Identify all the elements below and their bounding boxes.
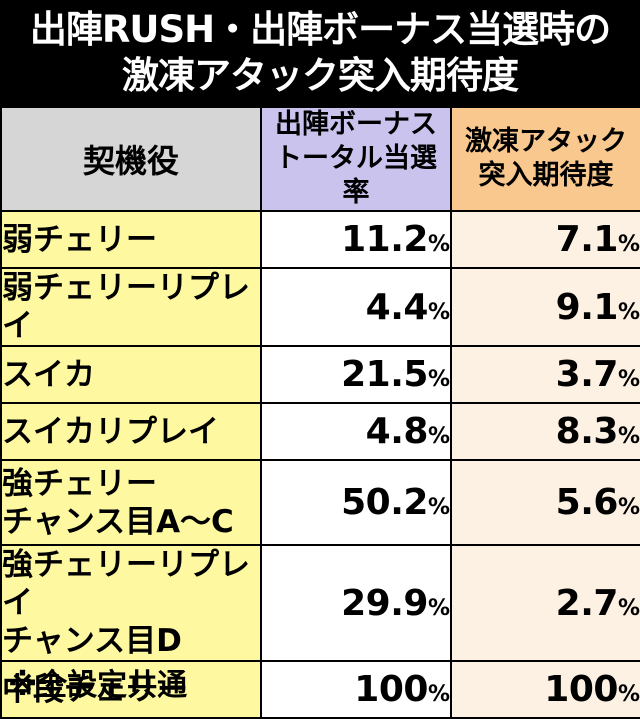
expectation-value: 3.7	[555, 354, 619, 395]
role-cell: 強チェリーリプレイ チャンス目D	[0, 544, 262, 662]
bonus-rate-cell: 21.5%	[260, 345, 452, 404]
role-label: スイカ	[2, 356, 95, 393]
role-sub-label: チャンス目A～C	[2, 503, 234, 540]
bonus-rate-value: 11.2	[341, 219, 428, 260]
percent-sign: %	[617, 495, 640, 520]
percent-sign: %	[427, 367, 450, 392]
percent-sign: %	[427, 232, 450, 257]
expectation-cell: 100%	[450, 660, 640, 719]
expectation-value: 7.1	[555, 219, 619, 260]
table-row: 強チェリーリプレイ チャンス目D 29.9% 2.7%	[0, 544, 640, 662]
footnote: ※全設定共通	[8, 668, 188, 703]
expectation-cell: 3.7%	[450, 345, 640, 404]
bonus-rate-value: 100	[354, 669, 428, 710]
percent-sign: %	[427, 424, 450, 449]
table-row: スイカリプレイ 4.8% 8.3%	[0, 402, 640, 461]
expectation-value: 8.3	[555, 411, 619, 452]
percent-sign: %	[617, 232, 640, 257]
role-label: スイカリプレイ	[2, 413, 219, 450]
role-cell: スイカリプレイ	[0, 402, 262, 461]
table-header-row: 契機役 出陣ボーナス トータル当選率 激凍アタック 突入期待度	[0, 106, 640, 212]
title-banner: 出陣RUSH・出陣ボーナス当選時の 激凍アタック突入期待度	[0, 0, 640, 106]
role-label: 弱チェリーリプレイ	[2, 270, 250, 344]
table-row: 強チェリー チャンス目A～C 50.2% 5.6%	[0, 459, 640, 546]
percent-sign: %	[617, 595, 640, 621]
title-line-2: 激凍アタック突入期待度	[122, 54, 519, 97]
header-bonus-line-1: 出陣ボーナス	[275, 109, 437, 140]
percent-sign: %	[427, 299, 450, 325]
header-role: 契機役	[0, 106, 262, 212]
expectation-cell: 8.3%	[450, 402, 640, 461]
header-expectation: 激凍アタック 突入期待度	[450, 106, 640, 212]
bonus-rate-value: 29.9	[341, 582, 428, 624]
header-bonus-line-2: トータル当選率	[275, 143, 437, 208]
bonus-rate-cell: 50.2%	[260, 459, 452, 546]
bonus-rate-value: 4.8	[365, 411, 429, 452]
expectation-cell: 7.1%	[450, 210, 640, 269]
expectation-value: 100	[544, 669, 618, 710]
probability-table: 契機役 出陣ボーナス トータル当選率 激凍アタック 突入期待度 弱チェリー 11…	[0, 106, 640, 719]
expectation-value: 2.7	[555, 582, 619, 624]
percent-sign: %	[427, 595, 450, 621]
role-label: 中段チェリー	[2, 671, 188, 708]
bonus-rate-cell: 29.9%	[260, 544, 452, 662]
bonus-rate-cell: 100%	[260, 660, 452, 719]
header-bonus-rate: 出陣ボーナス トータル当選率	[260, 106, 452, 212]
role-sub-label: チャンス目D	[2, 623, 182, 659]
role-cell: 弱チェリーリプレイ	[0, 267, 262, 347]
bonus-rate-cell: 11.2%	[260, 210, 452, 269]
role-cell: 弱チェリー	[0, 210, 262, 269]
expectation-value: 5.6	[555, 482, 619, 523]
expectation-value: 9.1	[555, 286, 619, 328]
header-expect-line-2: 突入期待度	[478, 160, 614, 191]
expectation-cell: 5.6%	[450, 459, 640, 546]
role-label: 強チェリーリプレイ	[2, 547, 250, 621]
header-expect-line-1: 激凍アタック	[465, 126, 627, 157]
table-row: スイカ 21.5% 3.7%	[0, 345, 640, 404]
bonus-rate-value: 50.2	[341, 482, 428, 523]
role-cell: スイカ	[0, 345, 262, 404]
bonus-rate-value: 21.5	[341, 354, 428, 395]
expectation-cell: 2.7%	[450, 544, 640, 662]
title-line-1: 出陣RUSH・出陣ボーナス当選時の	[29, 8, 611, 51]
bonus-rate-cell: 4.8%	[260, 402, 452, 461]
percent-sign: %	[617, 367, 640, 392]
bonus-rate-value: 4.4	[365, 286, 429, 328]
role-cell: 強チェリー チャンス目A～C	[0, 459, 262, 546]
percent-sign: %	[427, 682, 450, 707]
table-row: 弱チェリーリプレイ 4.4% 9.1%	[0, 267, 640, 347]
percent-sign: %	[617, 682, 640, 707]
percent-sign: %	[617, 424, 640, 449]
expectation-cell: 9.1%	[450, 267, 640, 347]
role-label: 強チェリー	[2, 465, 157, 502]
percent-sign: %	[427, 495, 450, 520]
bonus-rate-cell: 4.4%	[260, 267, 452, 347]
table-row: 弱チェリー 11.2% 7.1%	[0, 210, 640, 269]
role-label: 弱チェリー	[2, 221, 157, 258]
percent-sign: %	[617, 299, 640, 325]
